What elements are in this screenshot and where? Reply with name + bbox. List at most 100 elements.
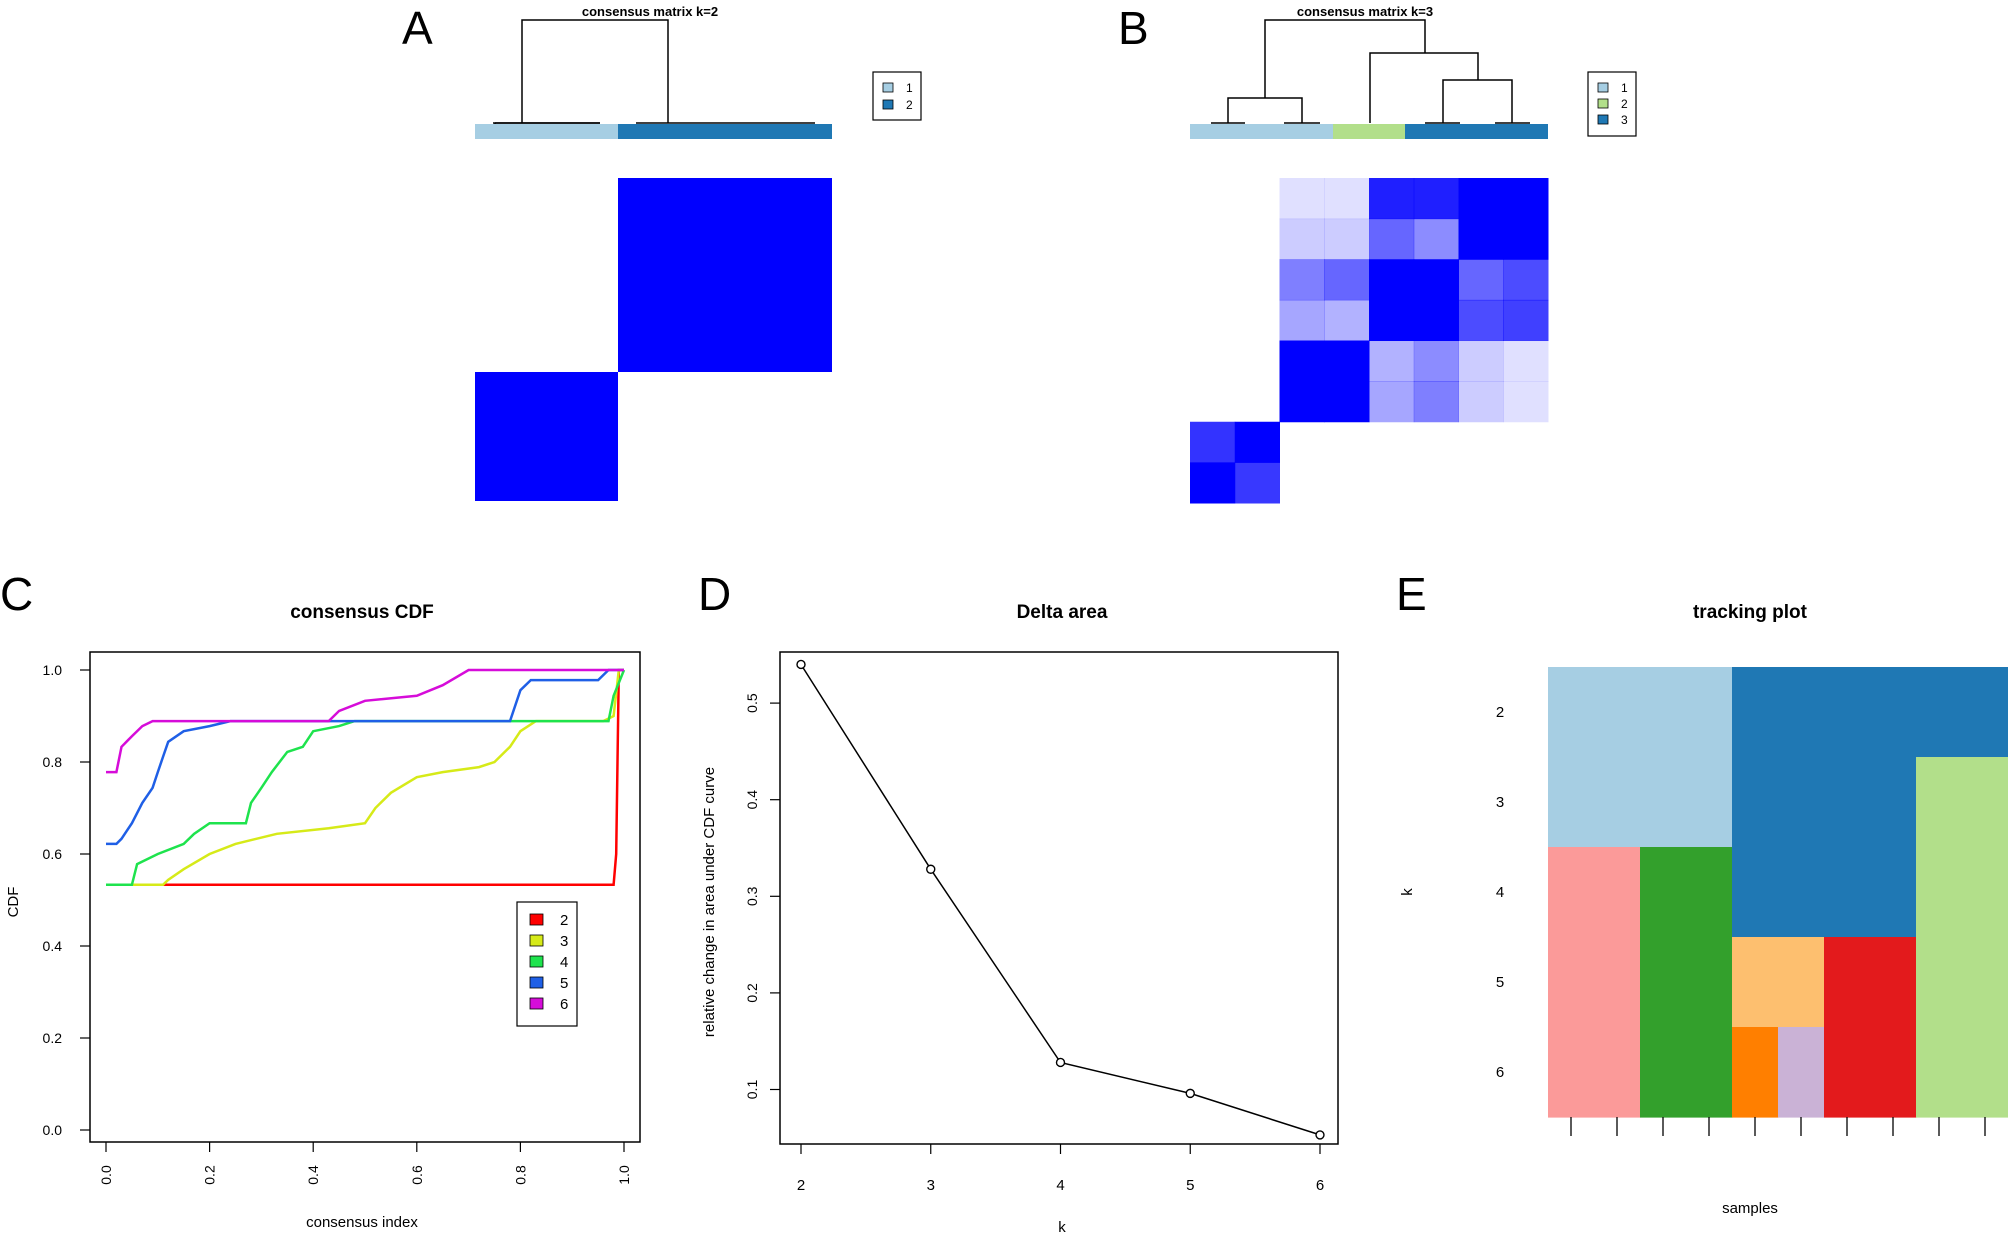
heatmap-b-cell <box>1279 259 1325 301</box>
tracking-segment-k6 <box>1916 1027 2008 1118</box>
delta-series-line <box>796 659 1325 1140</box>
tracking-axes: 2 3 4 5 6 <box>1496 704 1986 1136</box>
delta-point-k4 <box>1055 1057 1066 1068</box>
heatmap-b-cell <box>1324 381 1370 423</box>
heatmap-a-block-1 <box>475 372 618 501</box>
tracking-segment-k4 <box>1732 847 1917 938</box>
cdf-legend-label-4: 4 <box>560 954 568 971</box>
cluster-color-bar-a <box>475 124 832 139</box>
cdf-line-k5 <box>106 668 624 846</box>
dendrogram-a <box>493 19 815 124</box>
cdf-legend-label-6: 6 <box>560 996 568 1013</box>
delta-point-k2 <box>796 659 806 670</box>
cdf-legend-label-5: 5 <box>560 975 568 992</box>
cdf-x-tick-label: 0.8 <box>512 1165 528 1185</box>
cdf-x-tick-label: 1.0 <box>616 1165 632 1185</box>
tracking-segment-k5 <box>1824 937 1917 1028</box>
cdf-x-tick-label: 0.2 <box>202 1165 218 1185</box>
heatmap-b-cell <box>1190 462 1236 504</box>
panel-d: D Delta area 2 3 4 5 6 0.1 0.2 0.3 0.4 0.5 k rela… <box>698 568 1339 1235</box>
legend-b-label-1: 1 <box>1621 81 1628 95</box>
cdf-x-tick-label: 0.6 <box>409 1165 425 1185</box>
delta-x-tick-label: 2 <box>797 1177 805 1194</box>
consensus-heatmap-a <box>475 178 832 501</box>
cdf-line-k3 <box>106 668 624 887</box>
tracking-segment-k5 <box>1548 937 1641 1028</box>
legend-b-label-2: 2 <box>1621 97 1628 111</box>
cdf-plot-frame <box>89 651 641 1143</box>
heatmap-b-cell <box>1279 218 1325 260</box>
heatmap-b-cell <box>1458 218 1504 260</box>
cdf-y-tick-label: 0.2 <box>43 1030 63 1046</box>
heatmap-b-cell <box>1234 462 1280 504</box>
legend-b-swatch-1 <box>1597 82 1609 93</box>
cdf-legend-swatch-6 <box>529 997 544 1010</box>
panel-letter-c: C <box>0 568 33 620</box>
legend-a-swatch-1 <box>882 82 894 93</box>
heatmap-b-cell <box>1458 178 1504 220</box>
heatmap-b-cell <box>1413 299 1459 342</box>
heatmap-b-cell <box>1413 381 1459 423</box>
delta-y-tick-label: 0.3 <box>744 886 760 906</box>
panel-letter-a: A <box>402 2 433 54</box>
heatmap-a-block-3 <box>475 178 618 372</box>
tracking-segment-k6 <box>1548 1027 1641 1118</box>
tracking-grid <box>1548 667 2008 1118</box>
heatmap-b-cell <box>1458 259 1504 301</box>
panel-letter-e: E <box>1396 568 1427 620</box>
tracking-segment-k4 <box>1640 847 1733 938</box>
legend-b-box <box>1587 71 1637 137</box>
legend-b-swatch-2 <box>1597 98 1609 109</box>
panel-e: E tracking plot 2 3 4 5 6 samples k <box>1396 568 2008 1217</box>
delta-point-k6 <box>1315 1130 1325 1140</box>
cluster-bar-a-1 <box>475 124 618 139</box>
legend-a-label-1: 1 <box>906 81 913 95</box>
heatmap-b-cell <box>1279 299 1325 342</box>
delta-axes: 2 3 4 5 6 0.1 0.2 0.3 0.4 0.5 <box>744 693 1324 1194</box>
tracking-segment-k3 <box>1548 757 1733 848</box>
heatmap-b-cell <box>1503 178 1549 220</box>
tracking-row-label-5: 5 <box>1496 974 1504 991</box>
tracking-segment-k2 <box>1732 667 2008 758</box>
panel-letter-b: B <box>1118 2 1149 54</box>
tracking-segment-k3 <box>1732 757 1917 848</box>
panel-letter-d: D <box>698 568 731 620</box>
legend-a-box <box>872 71 922 121</box>
cdf-line-k4 <box>106 669 626 887</box>
heatmap-b-cell <box>1324 340 1370 382</box>
legend-a: 1 2 <box>872 71 922 121</box>
tracking-row-label-4: 4 <box>1496 884 1504 901</box>
delta-point-k3 <box>926 864 936 874</box>
tracking-segment-k6 <box>1732 1027 1779 1118</box>
heatmap-b-cell <box>1190 421 1236 463</box>
cdf-legend-swatch-2 <box>529 913 544 926</box>
heatmap-b-cell <box>1369 218 1415 260</box>
heatmap-a-title: consensus matrix k=2 <box>582 4 718 19</box>
cdf-y-tick-label: 0.8 <box>43 754 63 770</box>
dendrogram-b <box>1211 19 1530 124</box>
cdf-y-tick-label: 1.0 <box>43 662 63 678</box>
heatmap-b-cell <box>1324 259 1370 301</box>
cdf-legend-swatch-4 <box>529 955 544 968</box>
cdf-y-tick-label: 0.6 <box>43 846 63 862</box>
heatmap-b-cell <box>1234 421 1280 463</box>
heatmap-b-title: consensus matrix k=3 <box>1297 4 1433 19</box>
delta-point-k5 <box>1185 1088 1195 1099</box>
heatmap-a-block-2 <box>618 372 832 501</box>
delta-y-tick-label: 0.5 <box>744 693 760 713</box>
heatmap-b-cell <box>1503 381 1549 423</box>
heatmap-b-cell <box>1369 178 1415 220</box>
delta-x-tick-label: 3 <box>927 1177 935 1194</box>
cdf-y-tick-label: 0.4 <box>43 938 63 954</box>
cdf-y-tick-label: 0.0 <box>43 1122 63 1138</box>
legend-a-label-2: 2 <box>906 98 913 112</box>
cdf-x-tick-label: 0.0 <box>98 1165 114 1185</box>
legend-a-swatch-2 <box>882 99 894 110</box>
heatmap-b-cell <box>1503 259 1549 301</box>
tracking-segment-k6 <box>1778 1027 1825 1118</box>
tracking-row-label-2: 2 <box>1496 704 1504 721</box>
cdf-legend: 2 3 4 5 6 <box>516 901 578 1027</box>
delta-plot-frame <box>779 651 1339 1145</box>
heatmap-b-cell <box>1369 259 1415 301</box>
